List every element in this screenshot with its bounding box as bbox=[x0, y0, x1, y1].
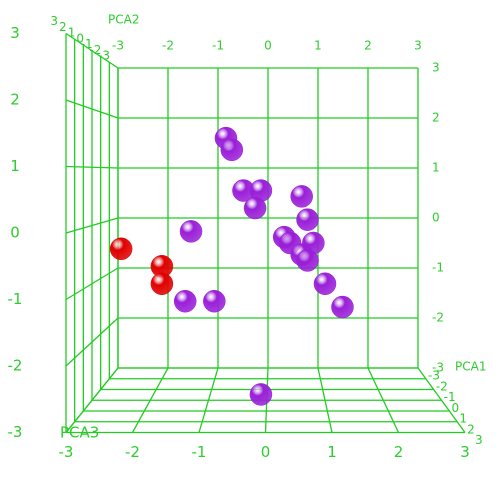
z-tick-label: 3 bbox=[475, 433, 483, 447]
z-tick-label: -2 bbox=[436, 379, 448, 393]
x-tick-label: 0 bbox=[264, 39, 272, 53]
y-tick-label: -3 bbox=[8, 423, 23, 441]
z-tick-label: 2 bbox=[467, 422, 475, 436]
point bbox=[313, 272, 337, 295]
point bbox=[173, 289, 197, 313]
z-tick-label: 1 bbox=[68, 26, 76, 40]
y-tick-label: -3 bbox=[432, 361, 444, 375]
x-tick-label: 3 bbox=[460, 443, 470, 461]
point bbox=[179, 220, 203, 243]
y-tick-label: 3 bbox=[10, 24, 20, 42]
x-tick-label: -1 bbox=[212, 39, 224, 53]
x-tick-label: 1 bbox=[327, 443, 337, 461]
x-tick-label: -2 bbox=[125, 443, 140, 461]
y-tick-label: 1 bbox=[10, 157, 20, 175]
point bbox=[203, 289, 226, 313]
z-tick-label: 1 bbox=[459, 412, 467, 426]
y-tick-label: -1 bbox=[8, 290, 23, 308]
z-tick-label: -1 bbox=[81, 37, 93, 51]
y-tick-label: 0 bbox=[10, 224, 20, 242]
x-tick-label: -1 bbox=[192, 443, 207, 461]
y-axis-label: PCA2 bbox=[108, 13, 139, 27]
point bbox=[249, 383, 273, 406]
y-tick-label: 2 bbox=[10, 91, 20, 109]
z-tick-label: 0 bbox=[76, 31, 84, 45]
y-tick-label: 1 bbox=[432, 161, 440, 175]
x-tick-label: -3 bbox=[112, 39, 124, 53]
point bbox=[296, 249, 319, 272]
y-tick-label: -2 bbox=[8, 357, 23, 375]
x-tick-label: -3 bbox=[59, 443, 74, 461]
x-tick-label: 0 bbox=[261, 443, 271, 461]
y-tick-label: 2 bbox=[432, 111, 440, 125]
x-tick-label: 2 bbox=[394, 443, 404, 461]
y-tick-label: -1 bbox=[432, 261, 444, 275]
x-axis-label: PCA1 bbox=[455, 360, 486, 374]
x-tick-label: -2 bbox=[162, 39, 174, 53]
point bbox=[109, 237, 133, 261]
point bbox=[220, 138, 244, 162]
point bbox=[150, 272, 174, 295]
y-tick-label: 3 bbox=[432, 61, 440, 75]
x-tick-label: 2 bbox=[364, 39, 372, 53]
z-tick-label: 2 bbox=[59, 20, 67, 34]
z-tick-label: 3 bbox=[50, 14, 58, 28]
x-tick-label: 3 bbox=[414, 39, 422, 53]
x-tick-label: 1 bbox=[314, 39, 322, 53]
point bbox=[331, 295, 354, 319]
z-tick-label: -3 bbox=[428, 369, 440, 383]
point bbox=[243, 196, 267, 220]
z-tick-label: -3 bbox=[98, 49, 110, 63]
z-tick-label: -1 bbox=[444, 390, 456, 404]
y-tick-label: -2 bbox=[432, 311, 444, 325]
point bbox=[296, 208, 319, 231]
point bbox=[290, 185, 313, 208]
z-tick-label: -2 bbox=[89, 43, 101, 57]
y-tick-label: 0 bbox=[432, 211, 440, 225]
z-tick-label: 0 bbox=[452, 401, 460, 415]
